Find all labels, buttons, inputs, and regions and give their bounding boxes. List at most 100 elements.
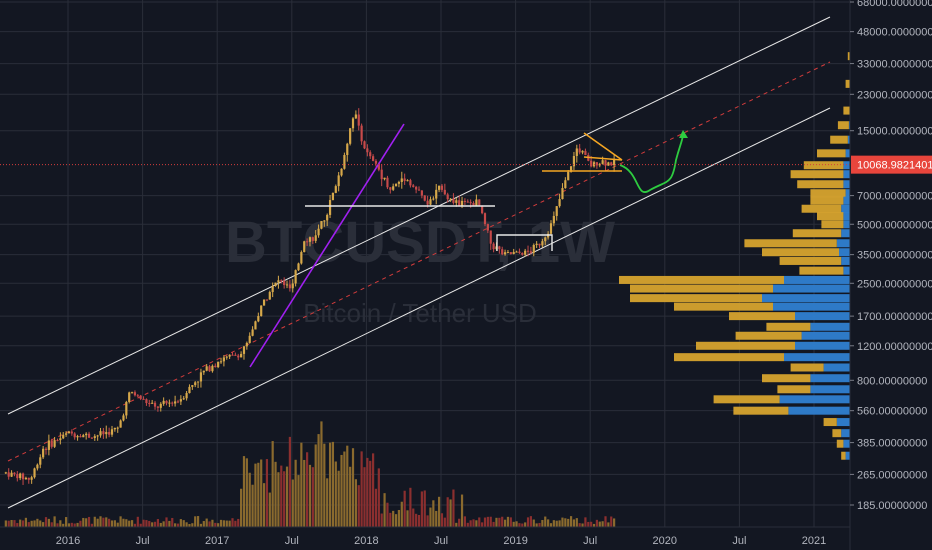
volume-bar: [70, 522, 73, 527]
candle-body: [360, 125, 363, 142]
volume-bar: [498, 517, 501, 527]
volume-bar: [67, 523, 71, 527]
volume-bar: [569, 516, 573, 527]
candle-body: [234, 354, 237, 356]
volume-bar: [16, 523, 19, 527]
candle-body: [420, 190, 423, 196]
volume-bar: [76, 522, 79, 527]
volume-profile-down: [784, 275, 850, 284]
candle-body: [217, 361, 220, 368]
volume-profile-down: [843, 220, 850, 229]
volume-bar: [346, 445, 349, 527]
candle-body: [27, 477, 30, 480]
volume-bar: [501, 516, 504, 527]
candle-body: [498, 246, 501, 250]
time-axis[interactable]: 2016 Jul 2017 Jul 2018 Jul 2019 Jul 2020 Jul 2021: [0, 526, 850, 547]
volume-bar: [598, 521, 601, 527]
y-tick-label: 48000.00000000: [857, 27, 932, 39]
candle-body: [584, 150, 587, 155]
candle-body: [10, 472, 13, 477]
volume-bar: [128, 520, 131, 527]
candle-body: [85, 433, 88, 436]
candle-body: [521, 252, 524, 255]
volume-bar: [334, 461, 337, 527]
candle-body: [446, 194, 449, 200]
volume-profile-up: [790, 170, 844, 179]
candle-body: [349, 128, 352, 144]
candle-body: [549, 223, 553, 234]
candle-body: [340, 168, 343, 176]
volume-bar: [165, 517, 168, 527]
candle-body: [64, 433, 68, 435]
price-axis[interactable]: 68000.00000000 48000.00000000 33000.000000…: [849, 0, 932, 550]
candle-body: [294, 270, 297, 284]
last-price-label: 10068.98214015: [857, 160, 932, 172]
volume-bar: [374, 488, 378, 527]
volume-bar: [151, 522, 154, 527]
candle-body: [153, 402, 157, 407]
volume-profile-up: [777, 385, 811, 394]
candle-body: [354, 114, 357, 119]
volume-profile-up: [735, 331, 802, 340]
candle-body: [16, 474, 19, 479]
volume-bar: [176, 523, 180, 527]
candle-body: [257, 316, 260, 322]
volume-bar: [317, 434, 320, 527]
candle-body: [73, 433, 76, 438]
candle-body: [369, 152, 372, 157]
candle-body: [389, 187, 392, 190]
volume-profile-up: [817, 149, 846, 158]
channel-drawings[interactable]: [7, 16, 831, 509]
y-tick-label: 2500.00000000: [857, 278, 932, 290]
volume-bar: [265, 459, 269, 527]
candle-body: [541, 241, 544, 246]
candle-body: [475, 199, 478, 206]
volume-bar: [604, 516, 607, 527]
candle-body: [251, 329, 254, 336]
y-tick-label: 265.00000000: [857, 469, 927, 481]
candle-body: [489, 230, 492, 244]
candle-body: [578, 148, 581, 153]
candle-body: [59, 438, 62, 441]
volume-bar: [432, 500, 435, 527]
candle-body: [601, 160, 604, 164]
volume-profile-up: [790, 363, 824, 372]
volume-bar: [503, 519, 507, 527]
volume-bar: [36, 518, 39, 527]
candle-body: [87, 433, 91, 438]
candle-body: [283, 280, 286, 286]
volume-profile-up: [733, 406, 789, 415]
volume-bar: [300, 442, 303, 527]
volume-bar: [231, 518, 234, 527]
candle-body: [214, 365, 217, 368]
volume-bar: [283, 471, 286, 527]
candle-body: [357, 114, 360, 126]
volume-bar: [291, 479, 294, 527]
volume-bar: [429, 507, 432, 527]
candle-body: [219, 361, 223, 363]
candle-body: [567, 171, 570, 181]
candle-body: [108, 432, 111, 435]
volume-bar: [148, 520, 151, 527]
candle-body: [590, 160, 593, 167]
candle-body: [374, 160, 378, 164]
volume-bar: [331, 441, 335, 527]
volume-bar: [595, 519, 598, 527]
volume-profile-down: [841, 429, 850, 438]
y-tick-label: 5000.00000000: [857, 219, 932, 231]
volume-bar: [108, 518, 111, 527]
volume-bar: [541, 520, 544, 527]
annotations[interactable]: [0, 123, 850, 368]
candle-body: [199, 372, 203, 382]
volume-bar: [521, 523, 524, 527]
volume-bar: [397, 509, 401, 527]
candle-body: [130, 392, 134, 394]
volume-bar: [371, 453, 375, 527]
candle-body: [113, 427, 116, 430]
volume-bar: [260, 459, 263, 527]
volume-bar: [552, 520, 555, 527]
candle-body: [248, 335, 251, 343]
volume-bar: [174, 523, 177, 527]
